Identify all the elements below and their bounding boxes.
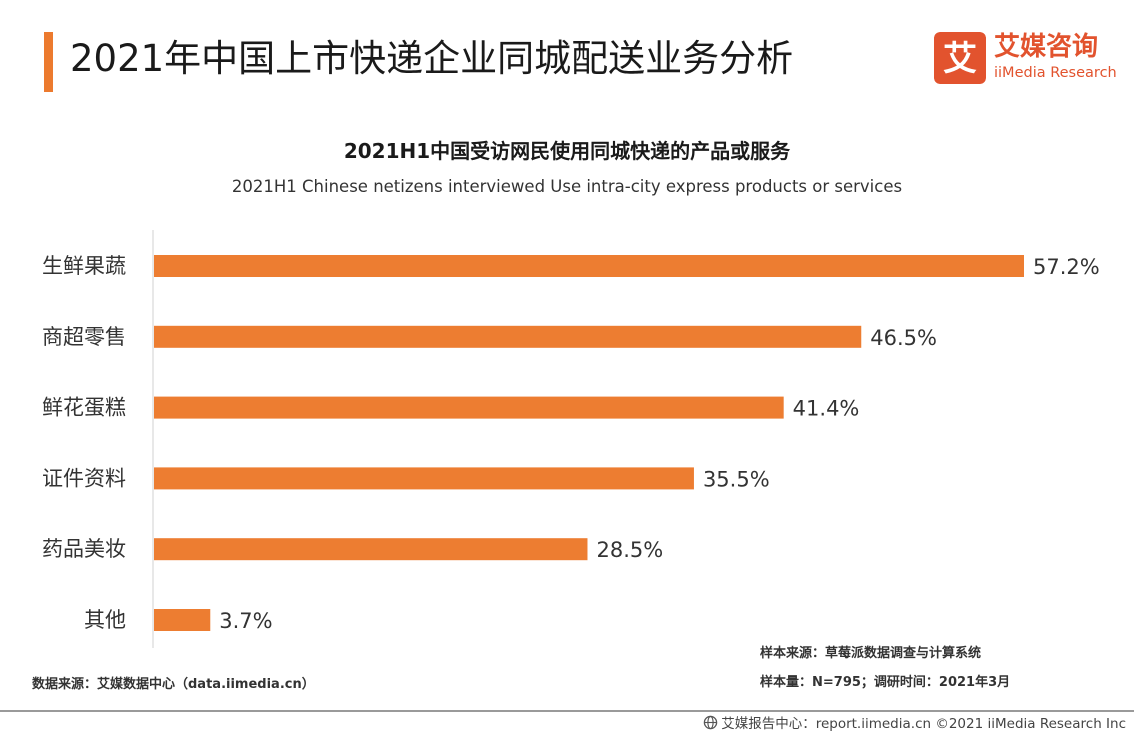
- category-label: 鲜花蛋糕: [42, 396, 126, 420]
- logo-cn-text: 艾媒咨询: [994, 32, 1099, 62]
- value-label: 35.5%: [703, 467, 770, 491]
- footer: 艾媒报告中心：report.iimedia.cn ©2021 iiMedia R…: [703, 714, 1126, 734]
- bar: [154, 396, 784, 419]
- footer-divider: [0, 710, 1134, 712]
- value-label: 28.5%: [596, 538, 663, 562]
- svg-text:艾: 艾: [943, 39, 977, 79]
- category-label: 证件资料: [42, 466, 126, 490]
- logo-en-text: iiMedia Research: [994, 65, 1117, 81]
- page-title: 2021年中国上市快递企业同城配送业务分析: [70, 37, 794, 80]
- bar: [154, 538, 588, 561]
- globe-icon: [703, 715, 718, 730]
- value-label: 3.7%: [219, 609, 272, 633]
- value-label: 41.4%: [793, 397, 860, 421]
- data-source: 数据来源：艾媒数据中心（data.iimedia.cn）: [32, 677, 315, 692]
- sample-size: 样本量：N=795；调研时间：2021年3月: [760, 675, 1011, 690]
- bar: [154, 255, 1024, 277]
- iimedia-logo: 艾 艾媒咨询 iiMedia Research: [934, 32, 1117, 86]
- chart-subtitle: 2021H1 Chinese netizens interviewed Use …: [231, 177, 903, 196]
- category-label: 生鲜果蔬: [42, 254, 126, 278]
- category-label: 药品美妆: [42, 537, 126, 561]
- footer-text: 艾媒报告中心：report.iimedia.cn ©2021 iiMedia R…: [721, 716, 1126, 732]
- value-label: 46.5%: [870, 326, 937, 350]
- chart-title: 2021H1中国受访网民使用同城快递的产品或服务: [343, 139, 791, 163]
- category-label: 其他: [84, 608, 126, 632]
- bar: [154, 325, 862, 348]
- logo-mark-icon: 艾: [934, 32, 986, 84]
- title-accent-bar: [44, 32, 53, 92]
- value-label: 57.2%: [1033, 255, 1100, 279]
- bar: [154, 467, 694, 490]
- category-label: 商超零售: [42, 325, 126, 349]
- bar: [154, 609, 211, 631]
- sample-source: 样本来源：草莓派数据调查与计算系统: [760, 646, 982, 661]
